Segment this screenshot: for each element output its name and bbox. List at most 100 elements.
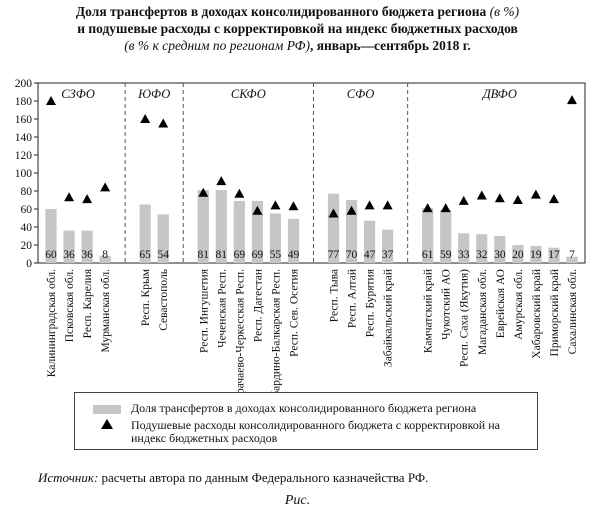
y-tick-label: 60 bbox=[21, 204, 33, 216]
bar bbox=[530, 245, 542, 263]
category-label: Мурманская обл. bbox=[100, 269, 112, 353]
title-period: , январь—сентябрь 2018 г. bbox=[309, 38, 471, 53]
category-label: Чукотский АО bbox=[441, 269, 453, 340]
marker-point bbox=[458, 195, 469, 205]
category-label: Приморский край bbox=[549, 269, 561, 356]
marker-point bbox=[46, 96, 57, 105]
bar-value-label: 37 bbox=[382, 249, 394, 261]
title-unit-3: (в % к средним по регионам РФ) bbox=[124, 38, 310, 53]
bar-value-label: 70 bbox=[346, 249, 358, 261]
marker-point bbox=[64, 192, 75, 202]
chart-title-line-1: Доля трансфертов в доходах консолидирова… bbox=[0, 3, 595, 20]
y-tick-label: 80 bbox=[21, 186, 33, 198]
marker-point bbox=[198, 187, 209, 197]
bar bbox=[251, 200, 263, 263]
bar bbox=[422, 208, 434, 263]
category-label: Калининградская обл. bbox=[46, 269, 58, 377]
marker-point bbox=[328, 208, 339, 218]
bar-value-label: 54 bbox=[157, 249, 169, 261]
y-tick-label: 0 bbox=[26, 258, 32, 270]
y-tick-label: 40 bbox=[21, 222, 33, 234]
bar bbox=[512, 245, 524, 263]
y-tick-label: 20 bbox=[21, 240, 33, 252]
bar-value-label: 20 bbox=[512, 249, 524, 261]
bar-value-label: 32 bbox=[476, 249, 488, 261]
bar bbox=[233, 200, 245, 263]
category-label: Кабардино-Балкарская Респ. bbox=[270, 269, 282, 392]
category-label: Респ. Карелия bbox=[82, 268, 94, 338]
bar-value-label: 36 bbox=[63, 249, 75, 261]
marker-point bbox=[512, 195, 523, 204]
marker-point bbox=[382, 200, 393, 210]
bar bbox=[81, 230, 93, 263]
bar-value-label: 17 bbox=[548, 249, 560, 261]
bar bbox=[287, 218, 300, 263]
bar bbox=[345, 200, 358, 263]
marker-point bbox=[440, 203, 451, 213]
marker-point bbox=[566, 95, 577, 105]
legend-bars-label: Доля трансфертов в доходах консолидирова… bbox=[131, 401, 477, 415]
bar-value-label: 69 bbox=[234, 249, 246, 261]
y-tick-label: 140 bbox=[15, 132, 33, 144]
chart-title-line-3: (в % к средним по регионам РФ), январь—с… bbox=[0, 37, 595, 54]
bar-value-label: 47 bbox=[364, 249, 376, 261]
bar-value-label: 65 bbox=[139, 249, 151, 261]
legend-bar-swatch bbox=[93, 405, 121, 414]
category-label: Сахалинская обл. bbox=[567, 269, 579, 354]
district-label: СЗФО bbox=[61, 87, 95, 101]
category-label: Респ. Ингушетия bbox=[198, 268, 210, 353]
marker-point bbox=[494, 193, 505, 203]
bar bbox=[139, 204, 151, 263]
category-label: Респ. Крым bbox=[140, 268, 152, 326]
bar bbox=[382, 229, 394, 263]
marker-point bbox=[270, 200, 281, 210]
category-label: Еврейская АО bbox=[495, 269, 507, 338]
district-label: ЮФО bbox=[137, 87, 170, 101]
chart-plot: 0 20 40 60 80 100 120 140 160 180 200 СЗФО ЮФО СКФО СФ… bbox=[15, 78, 586, 392]
source-label: Источник: bbox=[38, 470, 99, 485]
y-tick-label: 160 bbox=[15, 114, 33, 126]
bar-value-label: 61 bbox=[422, 249, 434, 261]
marker-point bbox=[422, 203, 433, 213]
marker-point bbox=[530, 189, 541, 199]
title-text-1: Доля трансфертов в доходах консолидирова… bbox=[75, 4, 490, 19]
bar bbox=[548, 247, 560, 263]
marker-point bbox=[252, 205, 263, 215]
district-label: СФО bbox=[347, 87, 375, 101]
marker-point bbox=[364, 200, 375, 210]
category-label: Камчатский край bbox=[423, 269, 435, 353]
chart-title-line-2: и подушевые расходы с корректировкой на … bbox=[77, 21, 518, 36]
bar bbox=[476, 234, 488, 263]
legend-markers-label: Подушевые расходы консолидированного бюд… bbox=[131, 418, 500, 445]
source-text: расчеты автора по данным Федерального ка… bbox=[98, 470, 429, 485]
legend-item-bars: Доля трансфертов в доходах консолидирова… bbox=[93, 402, 531, 415]
marker-point bbox=[346, 205, 357, 215]
bar bbox=[99, 255, 111, 263]
bar-value-label: 81 bbox=[198, 249, 210, 261]
category-label: Респ. Дагестан bbox=[252, 269, 264, 342]
marker-point bbox=[82, 194, 93, 204]
y-tick-label: 200 bbox=[15, 78, 33, 90]
marker-point bbox=[100, 182, 111, 192]
y-tick-label: 100 bbox=[15, 168, 33, 180]
bar-value-label: 60 bbox=[45, 249, 57, 261]
y-tick-label: 120 bbox=[15, 150, 33, 162]
category-label: Псковская обл. bbox=[64, 269, 76, 342]
bar bbox=[363, 220, 376, 263]
marker-point bbox=[288, 201, 299, 211]
category-label: Респ. Саха (Якутия) bbox=[459, 269, 471, 367]
bar-value-label: 33 bbox=[458, 249, 470, 261]
bar bbox=[440, 209, 452, 263]
category-label: Хабаровский край bbox=[531, 269, 543, 359]
bar bbox=[215, 190, 227, 263]
marker-point bbox=[548, 194, 559, 204]
title-unit-1: (в %) bbox=[489, 4, 520, 19]
category-label: Респ. Бурятия bbox=[365, 268, 377, 337]
bar-value-label: 49 bbox=[288, 249, 300, 261]
bar-value-label: 77 bbox=[328, 249, 340, 261]
category-label: Респ. Тыва bbox=[329, 269, 341, 322]
bar-value-label: 7 bbox=[569, 249, 575, 261]
category-label: Амурская обл. bbox=[513, 269, 525, 340]
marker-point bbox=[158, 118, 169, 128]
